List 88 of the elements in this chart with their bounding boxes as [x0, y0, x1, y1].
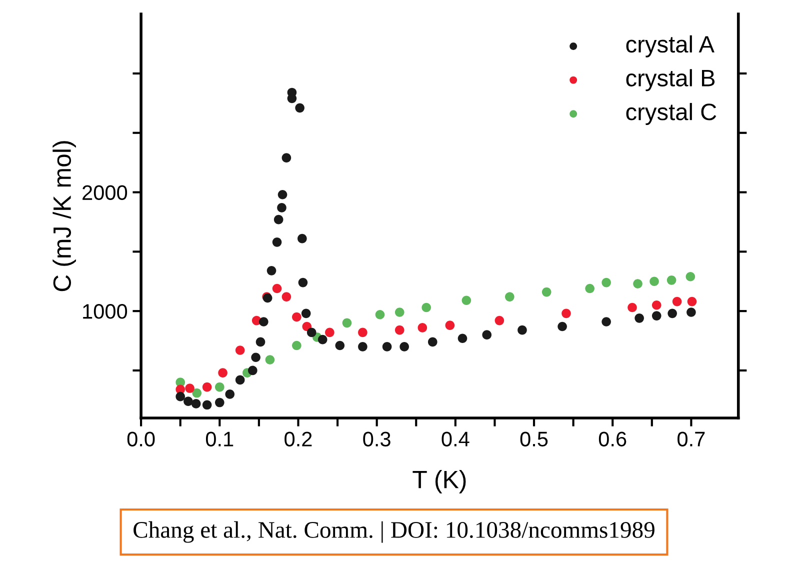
point	[266, 266, 276, 276]
point	[214, 398, 224, 408]
point	[185, 384, 194, 393]
x-tick-label: 0.5	[520, 432, 548, 446]
point	[278, 190, 288, 200]
point	[633, 279, 642, 288]
legend-label: crystal B	[626, 69, 715, 92]
point	[494, 316, 504, 326]
x-tick-label: 0.7	[678, 432, 705, 446]
point	[358, 328, 368, 338]
point	[225, 390, 235, 399]
point	[292, 312, 302, 322]
point	[686, 308, 696, 317]
legend-label: crystal A	[626, 35, 714, 58]
point	[458, 334, 468, 344]
point	[650, 276, 659, 286]
point	[482, 330, 492, 340]
point	[248, 366, 258, 376]
point	[562, 308, 571, 318]
point	[295, 103, 304, 113]
point	[462, 296, 472, 306]
point	[256, 337, 266, 347]
point	[394, 308, 404, 317]
text: Chang et al., Nat. Comm. | DOI: 10.1038/ncomms1989	[134, 521, 654, 543]
point	[301, 308, 311, 318]
point	[235, 375, 245, 385]
point	[218, 368, 228, 378]
x-axis-title: T (K)	[412, 470, 466, 494]
point	[652, 311, 662, 320]
point	[306, 328, 316, 338]
point	[418, 323, 428, 332]
point	[191, 399, 201, 408]
point	[686, 272, 696, 282]
point	[292, 340, 302, 350]
point	[274, 214, 284, 224]
x-tick-label: 0.4	[442, 432, 470, 446]
point	[272, 238, 282, 247]
point	[318, 334, 328, 344]
point	[666, 276, 676, 285]
point	[277, 203, 286, 212]
x-tick-label: 0.2	[284, 432, 312, 446]
point	[251, 352, 260, 362]
point	[358, 342, 368, 352]
point	[585, 284, 594, 294]
point	[602, 278, 611, 288]
point	[428, 337, 438, 347]
point	[602, 317, 611, 326]
x-tick-label: 0.6	[598, 432, 626, 446]
point	[628, 302, 637, 312]
point	[184, 396, 193, 406]
x-tick-label: 0.1	[206, 432, 234, 446]
y-tick-label: 2000	[82, 185, 128, 200]
point	[282, 153, 292, 162]
point	[176, 392, 186, 402]
point	[202, 400, 212, 410]
point	[298, 234, 307, 244]
point	[558, 322, 567, 332]
point	[202, 382, 212, 392]
point	[542, 287, 552, 297]
point	[265, 355, 275, 364]
point	[282, 292, 292, 302]
point	[652, 300, 662, 310]
legend-label: crystal C	[626, 102, 716, 125]
point	[445, 320, 455, 330]
point	[192, 388, 202, 398]
point	[259, 317, 268, 326]
point	[335, 340, 345, 350]
point	[422, 302, 431, 312]
point	[518, 325, 527, 335]
point	[394, 325, 404, 335]
point	[687, 296, 697, 306]
point	[375, 310, 385, 320]
point	[235, 346, 245, 355]
point	[214, 382, 224, 392]
point	[382, 342, 392, 352]
point	[634, 314, 644, 323]
y-axis-title: C (mJ /K mol)	[52, 141, 76, 292]
y-tick-label: 1000	[83, 304, 128, 319]
x-tick-label: 0.0	[127, 432, 155, 446]
point	[504, 292, 514, 302]
point	[668, 308, 677, 318]
point	[298, 278, 308, 288]
point	[272, 284, 282, 294]
point	[400, 342, 409, 352]
point	[325, 328, 334, 338]
point	[342, 318, 352, 328]
point	[672, 296, 682, 306]
x-tick-label: 0.3	[363, 432, 390, 446]
